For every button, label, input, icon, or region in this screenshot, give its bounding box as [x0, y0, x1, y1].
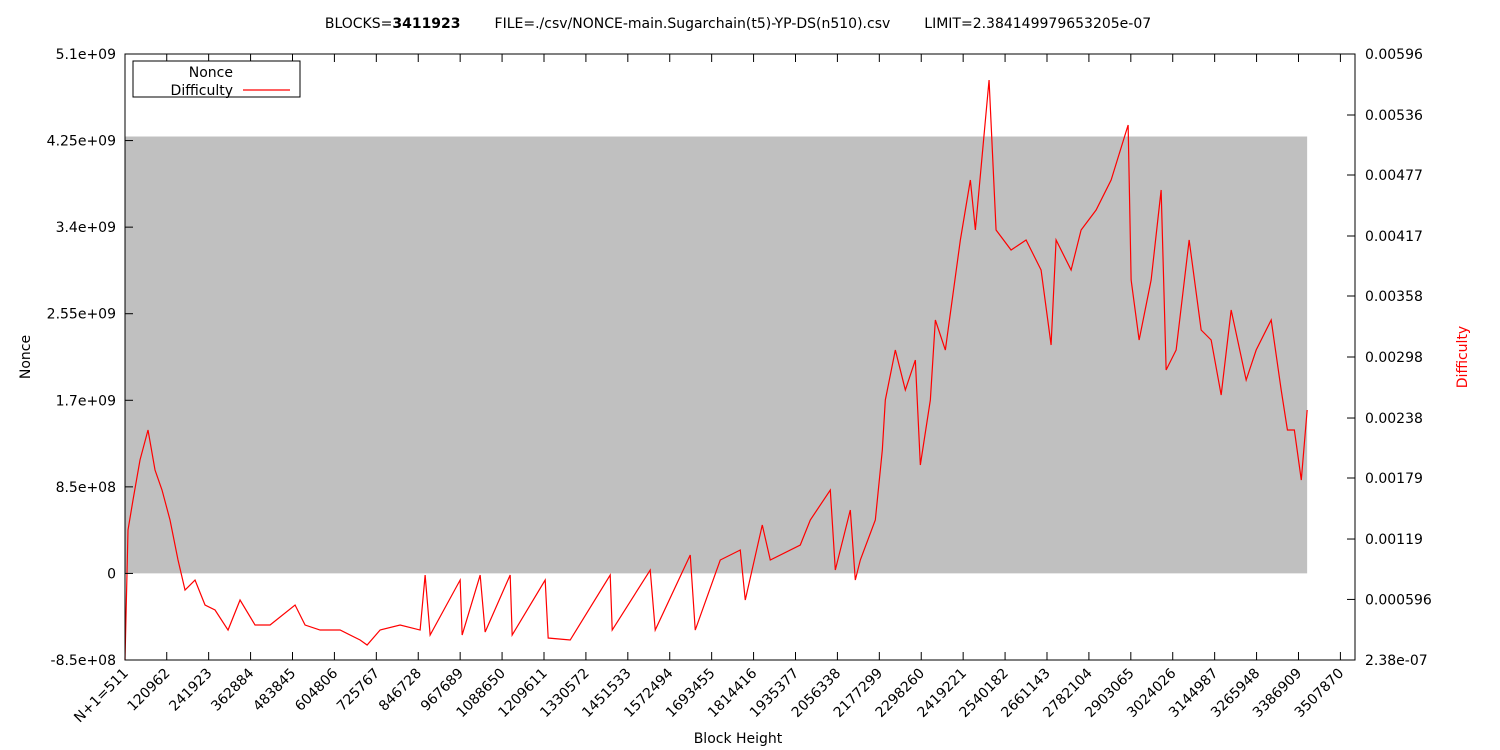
x-tick-label: N+1=511: [71, 666, 132, 727]
y2-axis-label: Difficulty: [1455, 326, 1471, 388]
x-tick-label: 120962: [124, 666, 173, 715]
y-tick-label: -8.5e+08: [51, 653, 116, 669]
y2-tick-label: 0.00238: [1365, 411, 1423, 427]
legend-box: [132, 60, 301, 98]
title-part: FILE=./csv/NONCE-main.Sugarchain(t5)-YP-…: [495, 16, 891, 32]
y-tick-label: 3.4e+09: [56, 220, 116, 236]
y-tick-label: 1.7e+09: [56, 393, 116, 409]
y2-tick-label: 0.00596: [1365, 47, 1423, 63]
x-tick-label: 725767: [334, 666, 383, 715]
y-tick-label: 8.5e+08: [56, 480, 116, 496]
y-tick-label: 4.25e+09: [47, 134, 116, 150]
difficulty-line: [124, 79, 1308, 661]
y2-tick-label: 0.00358: [1365, 289, 1423, 305]
legend-label: Difficulty: [171, 83, 233, 99]
x-tick-label: 846728: [376, 666, 425, 715]
y-tick-label: 0: [107, 566, 116, 582]
y-tick-label: 5.1e+09: [56, 47, 116, 63]
y2-tick-label: 0.00298: [1365, 350, 1423, 366]
y2-tick-label: 2.38e-07: [1365, 653, 1428, 669]
title-part: 3411923: [392, 16, 460, 32]
nonce-band: [125, 136, 1308, 574]
y-axis-label: Nonce: [18, 335, 34, 379]
y2-tick-label: 0.000596: [1365, 592, 1432, 608]
y2-tick-label: 0.00119: [1365, 532, 1423, 548]
chart-title: BLOCKS=3411923 FILE=./csv/NONCE-main.Suga…: [325, 16, 1151, 32]
x-axis-label: Block Height: [694, 731, 783, 747]
y2-tick-label: 0.00417: [1365, 229, 1423, 245]
y2-tick-label: 0.00179: [1365, 471, 1423, 487]
legend-label: Nonce: [189, 65, 233, 81]
x-tick-label: 362884: [208, 665, 257, 714]
x-tick-label: 604806: [292, 665, 341, 714]
y2-tick-label: 0.00536: [1365, 108, 1423, 124]
y-tick-label: 2.55e+09: [47, 307, 116, 323]
title-part: LIMIT=2.384149979653205e-07: [924, 16, 1151, 32]
x-tick-label: 241923: [166, 666, 215, 715]
y2-tick-label: 0.00477: [1365, 168, 1423, 184]
x-tick-label: 483845: [250, 666, 299, 715]
title-part: BLOCKS=: [325, 16, 393, 32]
